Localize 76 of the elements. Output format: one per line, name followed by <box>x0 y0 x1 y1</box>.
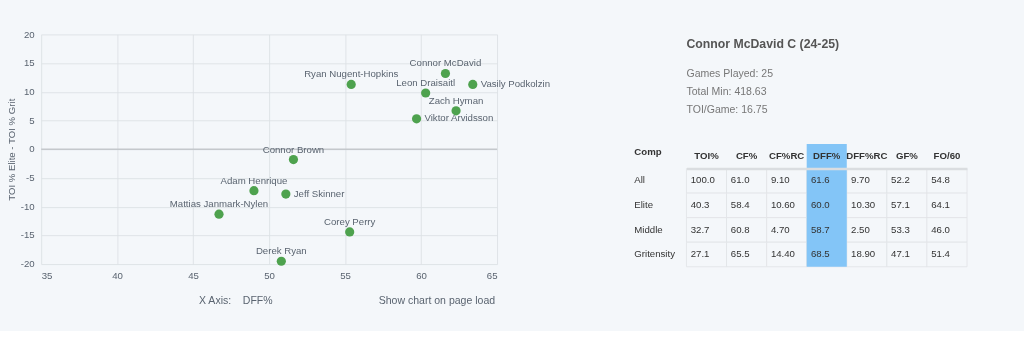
data-label: 10.30 <box>851 199 876 211</box>
annotation: Jeff Skinner <box>293 187 346 199</box>
data-label: 53.3 <box>891 223 910 235</box>
annotation: Vasily Podkolzin <box>480 78 551 90</box>
annotation: Connor Brown <box>262 143 325 155</box>
annotation: Connor McDavid <box>409 57 482 69</box>
x-tick-label: 60 <box>416 270 427 282</box>
data-label: 60.8 <box>730 223 750 235</box>
data-label: 4.70 <box>770 223 790 235</box>
data-label: 18.90 <box>851 248 876 260</box>
data-label: 60.0 <box>810 199 830 211</box>
x-tick-label: CF% <box>735 150 758 162</box>
x-tick-label: 50 <box>264 270 275 282</box>
data-label: 58.7 <box>810 223 830 235</box>
y-tick-label: 5 <box>29 114 35 126</box>
data-label: 32.7 <box>690 223 710 235</box>
annotation: Leon Draisaitl <box>396 76 456 88</box>
x-tick-label: DFF%RC <box>846 150 888 162</box>
data-label: 65.5 <box>730 248 750 260</box>
x-tick-label: 45 <box>188 270 199 282</box>
annotation: Mattias Janmark-Nylen <box>169 198 269 210</box>
y-tick-label: Middle <box>634 223 663 235</box>
x-tick-label: FO/60 <box>933 150 961 162</box>
y-tick-label: 0 <box>29 143 35 155</box>
data-label: 51.4 <box>931 248 951 260</box>
data-label: 46.0 <box>931 223 950 235</box>
y-tick-label: -5 <box>26 172 35 184</box>
data-label: 9.70 <box>851 174 870 186</box>
y-tick-label: -20 <box>20 258 35 270</box>
y-tick-label: 20 <box>23 28 35 40</box>
y-tick-label: -15 <box>20 229 35 241</box>
data-label: 40.3 <box>690 199 710 211</box>
text: Show chart on page load <box>378 294 496 307</box>
data-label: 57.1 <box>891 199 910 211</box>
annotation: Ryan Nugent-Hopkins <box>304 68 399 80</box>
data-label: 47.1 <box>891 248 910 260</box>
y-axis-title: Comp <box>634 145 662 157</box>
x-tick-label: CF%RC <box>769 150 805 162</box>
data-label: 61.0 <box>730 174 750 186</box>
data-label: 54.8 <box>931 174 950 186</box>
x-tick-label: 40 <box>112 270 123 282</box>
text: TOI/Game: 16.75 <box>686 103 768 116</box>
data-label: 14.40 <box>770 248 795 260</box>
y-tick-label: 10 <box>23 85 35 97</box>
data-label: 27.1 <box>690 248 710 260</box>
annotation: Viktor Arvidsson <box>424 112 494 124</box>
data-label: 61.6 <box>810 174 830 186</box>
chart-title: Connor McDavid C (24-25) <box>686 37 840 52</box>
text: Total Min: 418.63 <box>686 84 767 97</box>
data-label: 10.60 <box>770 199 795 211</box>
data-label: 2.50 <box>851 223 870 235</box>
y-tick-label: All <box>634 174 645 186</box>
y-tick-label: Gritensity <box>634 248 676 260</box>
text: X Axis: <box>199 294 232 307</box>
text: Games Played: 25 <box>686 66 774 79</box>
annotation: Corey Perry <box>324 215 376 227</box>
data-label: 58.4 <box>730 199 751 211</box>
data-label: 9.10 <box>770 174 790 186</box>
y-tick-label: Elite <box>634 199 654 211</box>
text: DFF% <box>242 294 273 307</box>
x-tick-label: 35 <box>41 270 53 282</box>
annotation: Zach Hyman <box>428 94 484 106</box>
y-tick-label: -10 <box>20 200 35 212</box>
x-tick-label: 65 <box>486 270 498 282</box>
x-tick-label: 55 <box>340 270 351 282</box>
data-label: 64.1 <box>931 199 950 211</box>
annotation: Adam Henrique <box>220 174 288 186</box>
y-tick-label: 15 <box>23 57 35 69</box>
data-label: 68.5 <box>810 248 830 260</box>
data-label: 100.0 <box>690 174 715 186</box>
y-axis-title: TOI % Elite - TOI % Grit <box>6 98 18 201</box>
data-label: 52.2 <box>891 174 910 186</box>
x-tick-label: GF% <box>895 150 919 162</box>
x-tick-label: TOI% <box>694 150 720 162</box>
x-tick-label: DFF% <box>813 150 841 162</box>
annotation: Derek Ryan <box>255 245 307 257</box>
